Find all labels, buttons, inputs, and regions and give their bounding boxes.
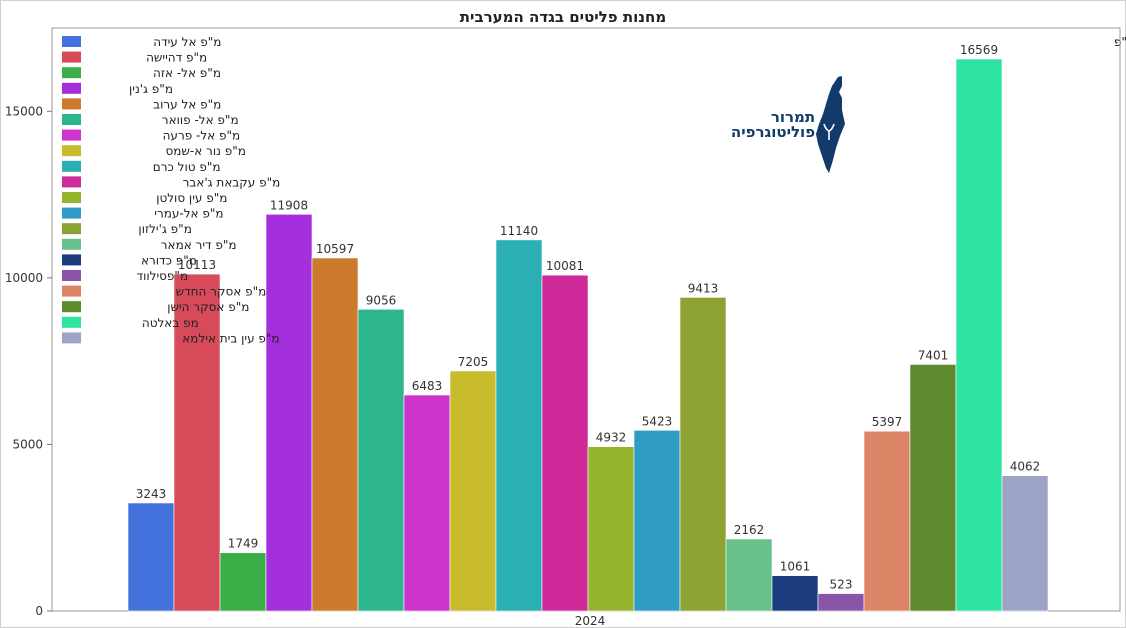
legend-swatch xyxy=(62,129,81,141)
legend-label: מ"פ ג'נין xyxy=(129,82,173,96)
data-label: 10081 xyxy=(546,259,584,273)
bar xyxy=(173,273,221,612)
data-label: 4932 xyxy=(596,431,627,445)
data-label: 3243 xyxy=(136,487,167,501)
data-label: 10597 xyxy=(316,242,354,256)
legend-label: מ"פ עין בית אילמא xyxy=(182,331,279,345)
legend-swatch xyxy=(62,176,81,188)
legend-label: מ"פ אל- אזה xyxy=(153,66,221,80)
legend-label: מ"פ אל-עמרי xyxy=(154,207,223,221)
legend-label: מ"פ דיר אמאר xyxy=(161,238,237,252)
data-label: 2162 xyxy=(734,523,765,537)
data-label: 523 xyxy=(830,578,853,592)
data-label: 5397 xyxy=(872,415,903,429)
data-label: 10113 xyxy=(178,258,216,272)
legend-swatch xyxy=(62,238,81,250)
bar xyxy=(817,593,865,612)
legend-label: מ"פ טול כרם xyxy=(153,160,221,174)
bar-labels-group: 3243 10113 1749 11908 10597 9056 6483 7205 11140… xyxy=(136,43,1041,592)
bar xyxy=(955,58,1003,612)
legend-label: מ"פ אל עידה xyxy=(153,35,221,49)
data-label: 11140 xyxy=(500,224,538,238)
legend-label: מ"פ נור א-שמס xyxy=(165,144,245,158)
legend-swatch xyxy=(62,192,81,203)
y-tick-label: 15000 xyxy=(5,104,43,118)
legend-label: מ"פ ג'ילזון xyxy=(138,222,191,236)
bar xyxy=(403,394,451,612)
legend-swatch xyxy=(62,332,81,344)
legend-label: מ"פ דהיישה xyxy=(146,51,207,65)
bar xyxy=(725,538,773,612)
y-tick-label: 10000 xyxy=(5,271,43,285)
legend-swatch xyxy=(62,270,81,281)
compass-icon xyxy=(823,123,835,140)
data-label: 16569 xyxy=(960,43,998,57)
legend-swatch xyxy=(62,67,81,79)
bar xyxy=(311,257,359,612)
y-tick-label: 0 xyxy=(35,604,43,618)
data-label: 1749 xyxy=(228,537,259,551)
bar xyxy=(771,575,819,612)
data-label: 6483 xyxy=(412,379,443,393)
bar xyxy=(633,430,681,612)
logo-line-1: תמרור xyxy=(771,108,815,126)
bar xyxy=(219,552,267,612)
legend-swatch xyxy=(62,160,81,172)
data-label: 5423 xyxy=(642,414,673,428)
legend-label: מ"פסילווד xyxy=(137,269,189,283)
data-label: 7205 xyxy=(458,355,489,369)
legend-label: מ"פ אסקר החדש xyxy=(176,285,267,299)
legend-swatch xyxy=(62,207,81,219)
data-label: 4062 xyxy=(1010,460,1041,474)
legend-label: מ"פ אסקר הישן xyxy=(167,300,249,314)
legend-swatch xyxy=(62,301,81,313)
bars-group xyxy=(127,58,1049,612)
legend-swatch xyxy=(62,254,81,266)
logo: תמרור פוליטוגרפיה xyxy=(731,76,845,173)
bar xyxy=(679,297,727,612)
legend-swatch xyxy=(62,223,81,235)
logo-line-2: פוליטוגרפיה xyxy=(731,123,815,141)
bar xyxy=(495,239,543,612)
bar xyxy=(587,446,635,612)
legend-swatch xyxy=(62,36,81,47)
data-label: 9056 xyxy=(366,293,397,307)
legend-label: מ"פ אל- פרעה xyxy=(163,129,241,143)
data-label: 1061 xyxy=(780,560,811,574)
bar xyxy=(449,370,497,612)
data-label: 9413 xyxy=(688,281,719,295)
bar xyxy=(265,213,313,612)
legend-label: מפ באלטה xyxy=(142,316,199,330)
y-tick-label: 5000 xyxy=(12,437,43,451)
bar xyxy=(909,364,957,612)
legend-swatch xyxy=(62,285,81,297)
legend-swatch xyxy=(62,114,81,125)
x-tick-label: 2024 xyxy=(575,614,606,628)
bar xyxy=(863,430,911,612)
data-label: 11908 xyxy=(270,198,308,212)
legend-swatch xyxy=(62,51,81,63)
legend-label: מ"פ אל ערוב xyxy=(153,97,221,111)
legend-label: מ"פ כדורא xyxy=(141,253,197,267)
bar xyxy=(1001,475,1049,612)
map-icon xyxy=(816,76,845,173)
legend-swatch xyxy=(62,82,81,94)
bar xyxy=(541,274,589,612)
data-label: 7401 xyxy=(918,348,949,362)
legend-label: מ"פ אל- פוואר xyxy=(162,113,239,127)
chart-title: מחנות פליטים בגדה המערבית xyxy=(460,8,666,26)
bar xyxy=(127,502,175,612)
y-axis: 0 5000 10000 15000 xyxy=(5,104,52,618)
legend-label: מ"פ עקבאת ג'אבר xyxy=(183,175,281,189)
legend-label: מ"פ עין סולטן xyxy=(156,191,227,205)
legend-swatch xyxy=(62,316,81,328)
legend-swatch xyxy=(62,98,81,110)
legend-swatch xyxy=(62,145,81,157)
bar xyxy=(357,309,405,612)
